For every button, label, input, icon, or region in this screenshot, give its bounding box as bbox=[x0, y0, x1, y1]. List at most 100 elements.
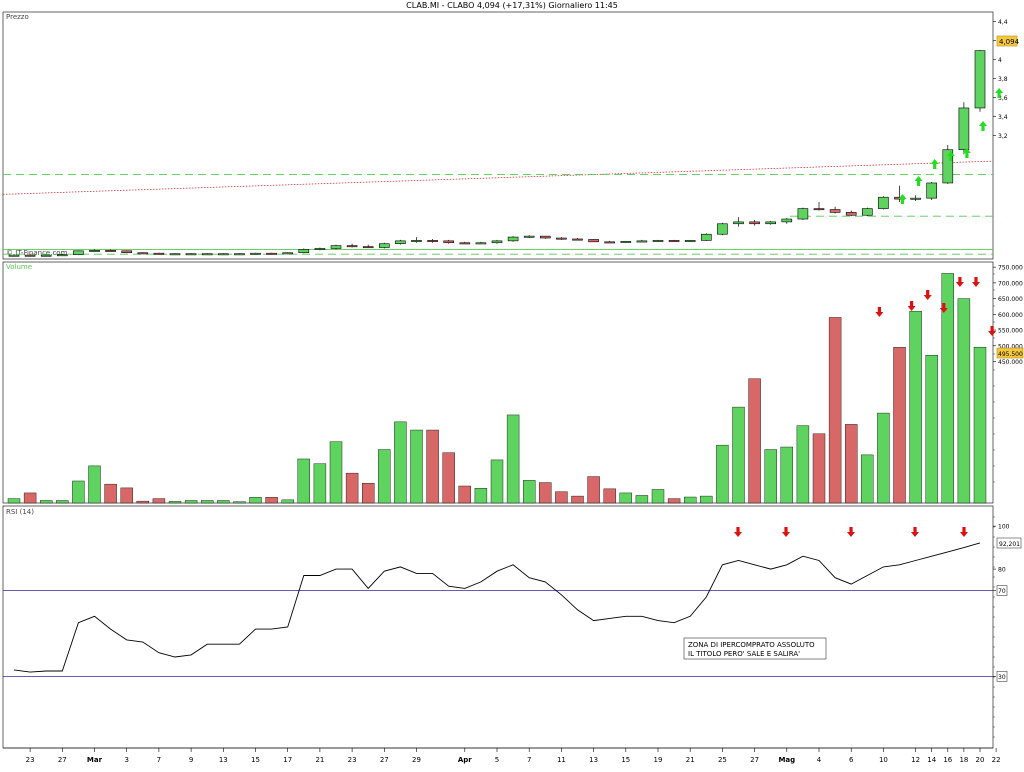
rsi-tick-label: 30 bbox=[998, 674, 1006, 681]
down-arrow bbox=[782, 527, 790, 537]
volume-bar bbox=[684, 496, 697, 504]
volume-bar bbox=[152, 498, 166, 504]
x-tick-label: Mag bbox=[778, 756, 795, 764]
down-arrow bbox=[734, 527, 742, 537]
candle bbox=[829, 209, 841, 213]
volume-bar bbox=[700, 495, 713, 504]
volume-bar bbox=[893, 347, 906, 504]
x-tick-label: 21 bbox=[315, 756, 324, 764]
x-tick-label: 13 bbox=[589, 756, 598, 764]
x-tick-label: 27 bbox=[380, 756, 389, 764]
volume-bar bbox=[394, 421, 407, 504]
candle bbox=[861, 208, 873, 216]
volume-bar bbox=[651, 489, 665, 504]
volume-bar bbox=[362, 482, 375, 504]
price-tick-label: 4,4 bbox=[998, 19, 1008, 26]
volume-last-value: 495.500 bbox=[998, 351, 1023, 358]
candle bbox=[733, 221, 744, 225]
down-arrow bbox=[875, 307, 884, 317]
volume-panel-label: Volume bbox=[6, 263, 32, 271]
candle bbox=[652, 240, 664, 242]
down-arrow bbox=[911, 527, 919, 537]
candle bbox=[797, 208, 809, 220]
candle bbox=[765, 221, 777, 225]
candle bbox=[362, 246, 374, 249]
rsi-down-arrows bbox=[734, 527, 968, 537]
price-tick-label: 3,8 bbox=[998, 76, 1008, 83]
candle bbox=[314, 248, 326, 250]
candle bbox=[749, 221, 760, 225]
candle bbox=[604, 241, 616, 244]
volume-bar bbox=[941, 273, 954, 504]
x-axis: 23 27 Mar 3 7 9 13 15 17 21 23 27 29 Apr 5 7 11 13 15 19 21 2… bbox=[3, 747, 1001, 764]
x-tick-label: 22 bbox=[992, 756, 1001, 764]
x-tick-label: 14 bbox=[927, 756, 936, 764]
volume-tick-label: 500.000 bbox=[998, 343, 1023, 350]
volume-bar bbox=[345, 472, 359, 504]
volume-bar bbox=[233, 501, 246, 504]
annotation-line-1: ZONA DI IPERCOMPRATO ASSOLUTO bbox=[688, 641, 815, 649]
volume-bar bbox=[619, 492, 632, 504]
x-tick-label: 4 bbox=[817, 756, 822, 764]
candle bbox=[218, 253, 229, 256]
down-arrow bbox=[907, 301, 916, 311]
volume-bar bbox=[458, 485, 471, 504]
volume-bar bbox=[490, 459, 504, 504]
volume-bar bbox=[120, 487, 133, 504]
volume-bar bbox=[410, 429, 423, 504]
candle bbox=[137, 252, 149, 255]
volume-tick-label: 650.000 bbox=[998, 296, 1023, 303]
up-arrow bbox=[962, 148, 971, 158]
volume-bar bbox=[200, 500, 214, 504]
volume-bar bbox=[667, 498, 681, 504]
candle bbox=[395, 240, 406, 245]
candle bbox=[974, 50, 986, 109]
x-tick-label: 19 bbox=[654, 756, 663, 764]
candle bbox=[459, 242, 471, 245]
volume-bar bbox=[72, 480, 85, 504]
volume-bar bbox=[571, 495, 584, 504]
x-tick-label: 18 bbox=[959, 756, 968, 764]
up-arrow bbox=[930, 159, 939, 169]
rsi-line bbox=[13, 542, 981, 673]
price-tick-label: 4 bbox=[998, 57, 1002, 64]
candle bbox=[378, 243, 390, 248]
candle bbox=[620, 241, 632, 243]
up-arrow bbox=[946, 151, 955, 161]
volume-y-ticks: 750.000 700.000 650.000 600.000 550.000 500.0… bbox=[993, 265, 1023, 483]
x-tick-label: 21 bbox=[686, 756, 695, 764]
x-tick-label: 20 bbox=[976, 756, 985, 764]
volume-bar bbox=[828, 317, 842, 504]
volume-bar bbox=[780, 446, 793, 504]
candle bbox=[942, 149, 954, 184]
candle bbox=[24, 254, 36, 257]
x-tick-label: 17 bbox=[283, 756, 292, 764]
candle bbox=[523, 235, 535, 238]
x-tick-label: 16 bbox=[943, 756, 952, 764]
down-arrow bbox=[923, 290, 932, 300]
candle bbox=[572, 238, 583, 241]
down-arrow bbox=[988, 326, 997, 336]
price-tick-label: 3,4 bbox=[998, 114, 1008, 121]
volume-bar bbox=[184, 500, 198, 504]
x-tick-label: 10 bbox=[879, 756, 888, 764]
candle bbox=[910, 197, 921, 200]
volume-bar bbox=[732, 406, 745, 504]
candle bbox=[169, 253, 181, 256]
volume-bar bbox=[104, 483, 117, 504]
x-tick-label: 7 bbox=[527, 756, 531, 764]
price-up-arrows bbox=[898, 88, 1004, 204]
candle bbox=[556, 237, 567, 240]
candle bbox=[282, 252, 294, 255]
down-arrow bbox=[972, 277, 980, 287]
candle bbox=[330, 245, 342, 249]
candle bbox=[475, 242, 487, 245]
rsi-level-box bbox=[996, 671, 1008, 682]
source-credit: © IT-Finance.com bbox=[6, 249, 68, 257]
candle bbox=[717, 223, 728, 235]
volume-bar bbox=[168, 501, 182, 504]
volume-bar bbox=[539, 482, 552, 504]
x-tick-label: 23 bbox=[26, 756, 35, 764]
price-guide-lines bbox=[2, 160, 994, 255]
volume-bar bbox=[56, 500, 69, 504]
